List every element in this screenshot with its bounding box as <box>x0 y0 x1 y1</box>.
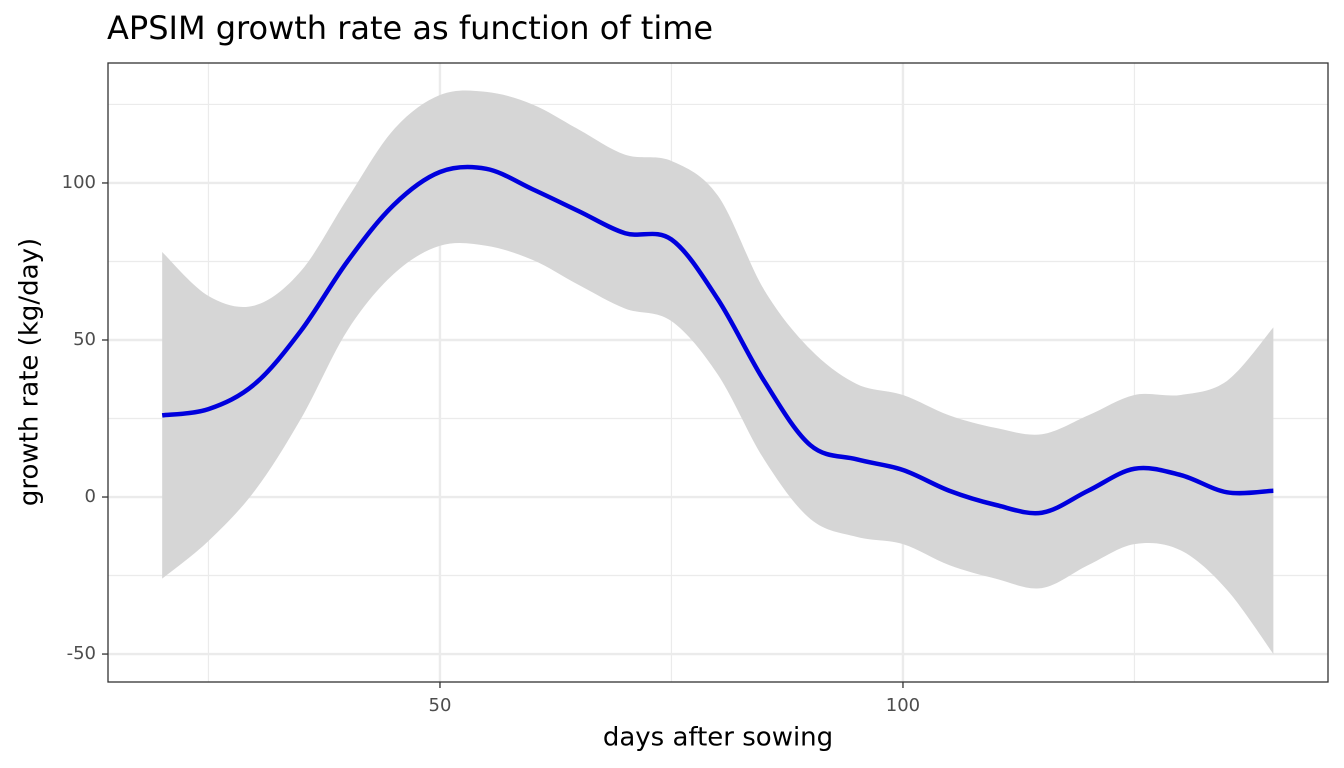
panel-border <box>107 62 1329 683</box>
x-axis-label: days after sowing <box>603 723 833 753</box>
x-tick-label: 100 <box>886 695 920 716</box>
y-tick-label: 100 <box>62 172 96 193</box>
x-tick-label: 50 <box>429 695 452 716</box>
confidence-band <box>162 90 1274 655</box>
y-tick-label: -50 <box>67 643 96 664</box>
chart-title: APSIM growth rate as function of time <box>107 9 713 47</box>
y-tick-label: 0 <box>85 486 96 507</box>
y-axis-label: growth rate (kg/day) <box>15 238 45 506</box>
smooth-line <box>161 164 1274 516</box>
y-tick-label: 50 <box>73 329 96 350</box>
